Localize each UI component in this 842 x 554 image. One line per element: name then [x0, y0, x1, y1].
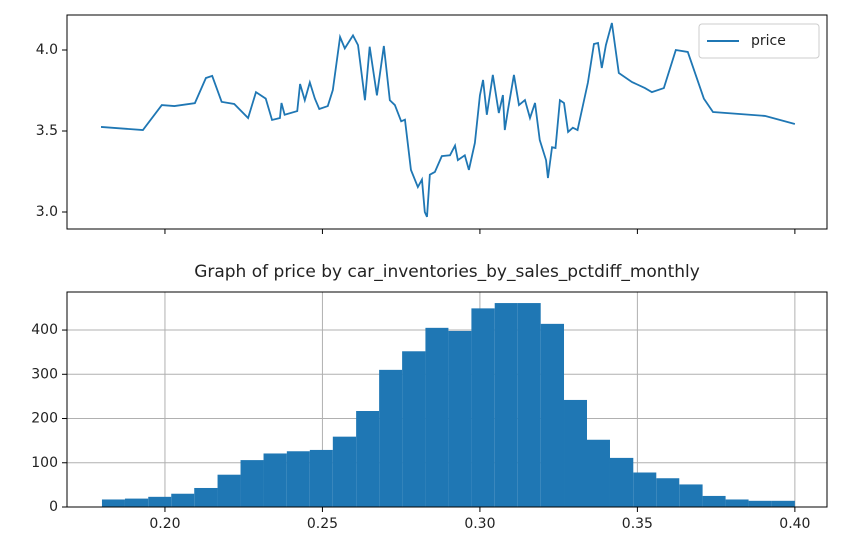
bar	[656, 478, 680, 507]
axes-frame	[66, 291, 828, 508]
line	[100, 22, 796, 218]
bar	[633, 472, 657, 507]
bar	[263, 453, 287, 507]
y-tick-label: 100	[31, 455, 58, 471]
bar	[286, 451, 310, 507]
y-tick-label: 3.0	[36, 204, 58, 220]
legend-box	[698, 23, 820, 59]
bar	[471, 308, 495, 507]
y-tick-label: 0	[49, 499, 58, 515]
bar	[171, 493, 195, 507]
bar	[309, 449, 333, 507]
bar	[587, 439, 610, 507]
bar	[101, 499, 125, 507]
bar	[725, 499, 749, 507]
bar	[771, 500, 795, 507]
x-tick-label: 0.20	[149, 516, 180, 532]
y-tick-label: 3.5	[36, 123, 58, 139]
x-tick-label: 0.30	[464, 516, 495, 532]
bar	[679, 484, 703, 507]
bar	[194, 487, 218, 507]
bar	[217, 474, 241, 507]
y-tick-label: 200	[31, 411, 58, 427]
bar	[609, 457, 634, 507]
bar	[448, 330, 472, 507]
bar	[702, 495, 726, 507]
bar	[494, 303, 518, 507]
bar	[124, 498, 149, 507]
x-tick-label: 0.40	[779, 516, 810, 532]
legend-label: price	[751, 33, 786, 49]
bar	[332, 436, 357, 507]
axes-frame	[66, 14, 828, 230]
bar	[748, 500, 772, 507]
bar	[148, 496, 172, 507]
bar	[564, 399, 587, 507]
bar	[425, 327, 449, 507]
bar	[356, 411, 380, 507]
chart-title: Graph of price by car_inventories_by_sal…	[194, 262, 700, 282]
bar	[379, 369, 403, 507]
bar	[402, 351, 426, 507]
bar	[540, 323, 565, 507]
x-tick-label: 0.35	[622, 516, 653, 532]
y-tick-label: 400	[31, 322, 58, 338]
y-tick-label: 4.0	[36, 42, 58, 58]
x-tick-label: 0.25	[307, 516, 338, 532]
bar	[517, 303, 541, 507]
y-tick-label: 300	[31, 366, 58, 382]
bar	[240, 460, 264, 507]
